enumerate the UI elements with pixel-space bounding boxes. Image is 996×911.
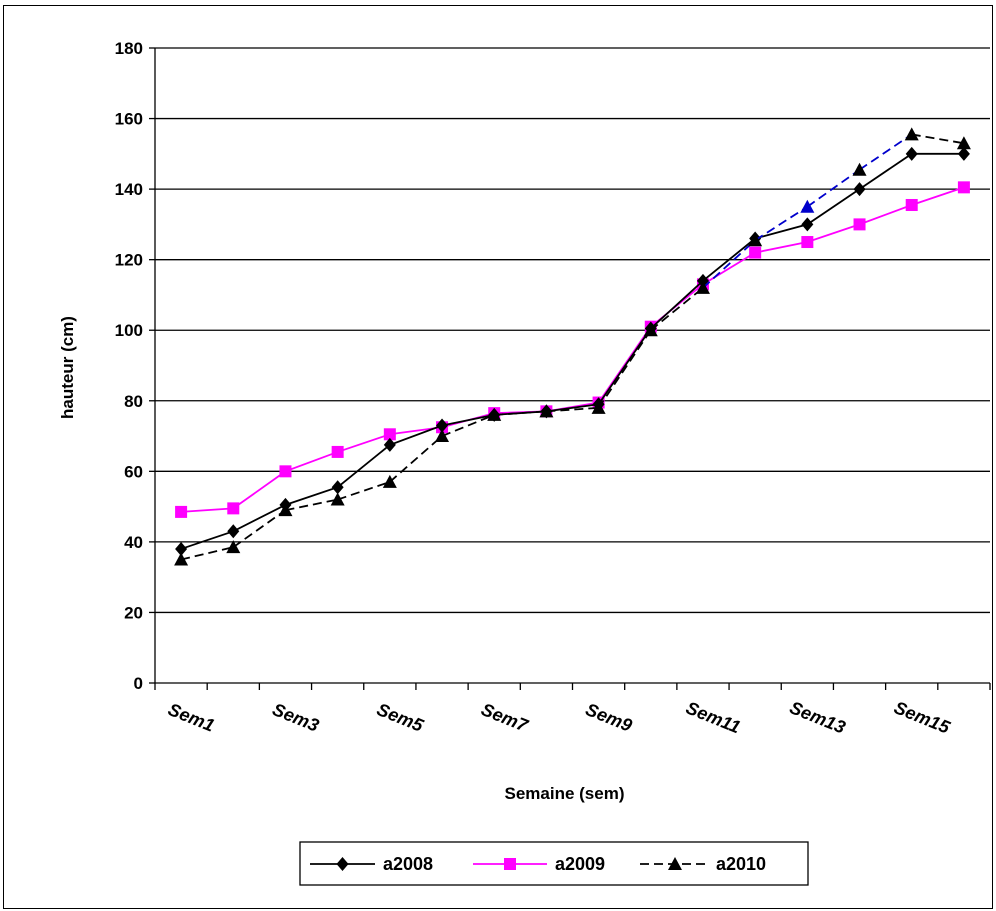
series-line-segment [337,481,391,501]
data-point [904,127,919,141]
series-a2008 [175,146,970,556]
data-point [957,146,970,161]
x-tick-label: Sem11 [683,698,743,738]
y-tick-label: 0 [134,674,143,693]
data-point [175,505,188,518]
data-point [905,146,918,161]
data-point [853,182,866,197]
series-line-segment [597,329,652,409]
x-tick-label: Sem13 [787,697,848,737]
data-point [539,404,554,418]
series-line-segment [389,435,443,483]
series-line-segment [494,410,547,416]
legend: a2008 a2009 a2010 [299,841,809,886]
data-point [331,445,344,458]
y-tick-label: 120 [115,251,143,270]
series-line-segment [702,239,756,289]
data-point [749,246,762,259]
data-point [436,418,449,433]
series-a2010 [174,127,971,566]
x-tick-label: Sem15 [891,697,953,738]
x-tick-label: Sem3 [270,699,322,736]
series-line-segment [285,498,338,512]
x-tick-label: Sem1 [165,699,217,736]
data-point [279,465,292,478]
data-point [382,474,397,488]
y-tick-label: 20 [124,603,143,622]
y-tick-label: 60 [124,462,143,481]
x-tick-label: Sem5 [374,699,427,736]
legend-label: a2009 [555,854,605,874]
data-point [227,524,240,539]
legend-marker [336,857,349,871]
data-point [800,199,815,213]
data-point [801,217,814,232]
data-point [175,541,188,556]
y-tick-label: 140 [115,180,143,199]
legend-box [299,841,809,886]
data-point [853,218,866,231]
legend-marker [504,858,516,870]
series-line [180,152,964,550]
y-tick-label: 180 [115,39,143,58]
data-point [852,162,867,176]
data-point [956,136,971,150]
series-line-segment [911,133,965,145]
y-tick-label: 160 [115,110,143,129]
data-point [383,428,396,441]
data-point [330,492,345,506]
series-line-segment [180,546,234,561]
data-point [905,198,918,211]
y-tick-label: 40 [124,533,143,552]
x-axis-title: Semaine (sem) [505,784,625,803]
data-point [487,407,502,421]
data-point [227,502,240,515]
data-point [695,280,710,294]
legend-marker [668,857,682,870]
series-line-segment [441,414,495,437]
data-point [278,503,293,517]
legend-label: a2008 [383,854,433,874]
data-point [591,400,606,414]
data-point [435,429,450,443]
data-point [748,233,763,247]
legend-label: a2010 [716,854,766,874]
series-line-segment [859,133,913,171]
data-point [174,552,189,566]
series-line-segment [650,287,704,331]
data-point [643,323,658,337]
x-tick-label: Sem7 [478,699,531,736]
x-tick-label: Sem9 [583,699,635,736]
y-axis-title: hauteur (cm) [58,316,77,419]
series-line-segment [754,205,808,242]
y-tick-label: 100 [115,321,143,340]
data-point [331,480,344,495]
data-point [957,181,970,194]
chart-frame [3,5,993,909]
series-line-segment [232,509,286,548]
series-a2009 [175,181,970,518]
y-tick-label: 80 [124,392,143,411]
data-point [383,437,396,452]
data-point [226,540,241,554]
series-line-segment [546,406,599,413]
data-point [801,236,814,249]
series-line [181,186,965,513]
series-line-segment [806,168,861,208]
